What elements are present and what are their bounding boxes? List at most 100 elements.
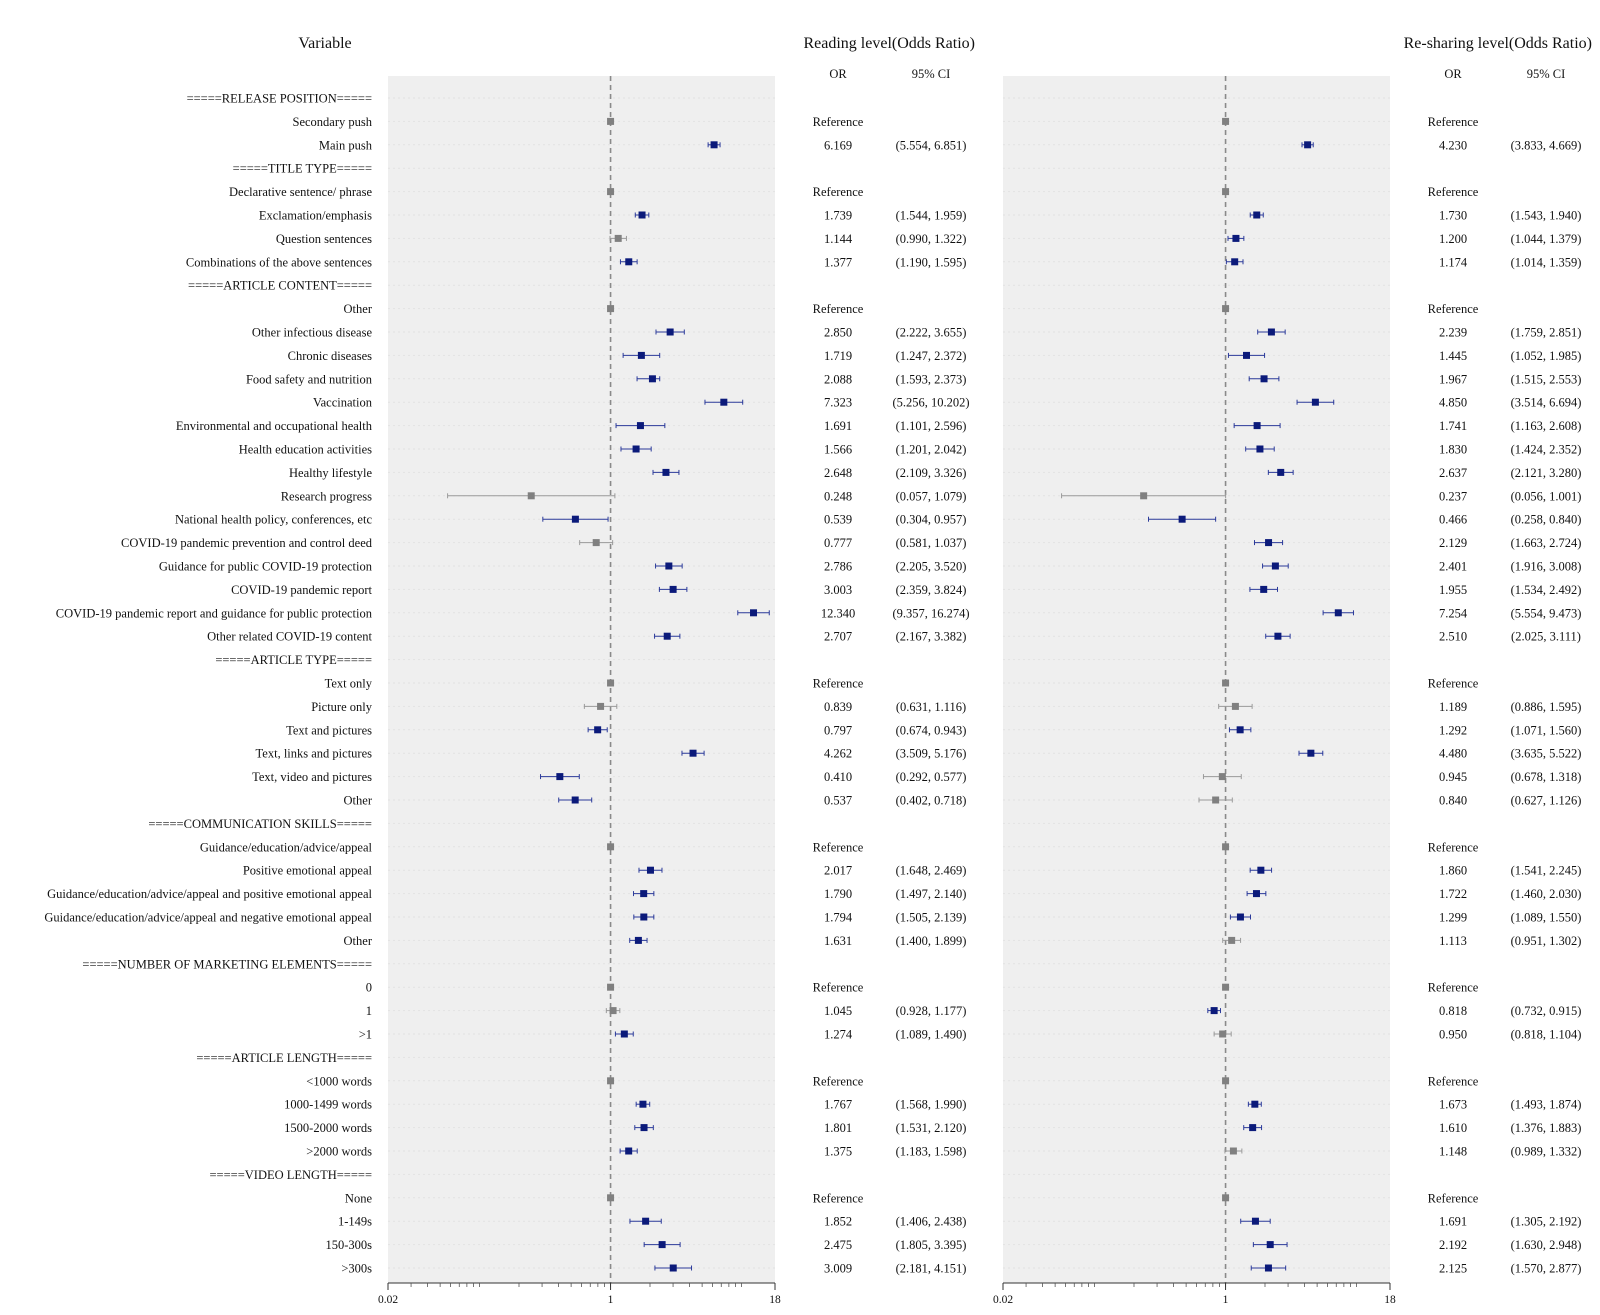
reference-point xyxy=(607,305,615,313)
or-value: 2.192 xyxy=(1439,1238,1467,1252)
reference-text: Reference xyxy=(1428,302,1479,316)
variable-row-guidance-for-public-covid-19-protection: Guidance for public COVID-19 protection 2… xyxy=(159,560,1582,574)
or-value: 1.691 xyxy=(824,419,852,433)
ci-value: (0.304, 0.957) xyxy=(896,513,967,527)
section-header-row: =====TITLE TYPE===== xyxy=(233,162,372,176)
or-point xyxy=(640,913,648,921)
or-point xyxy=(642,1217,650,1225)
or-value: 2.129 xyxy=(1439,536,1467,550)
row-label: <1000 words xyxy=(306,1074,372,1088)
or-value: 2.648 xyxy=(824,466,852,480)
or-point xyxy=(634,936,642,944)
or-point xyxy=(571,515,579,523)
or-value: 2.017 xyxy=(824,864,852,878)
ci-value: (0.402, 0.718) xyxy=(896,794,967,808)
variable-row-1: >1 1.274 (1.089, 1.490) 0.950 (0.818, 1.104) xyxy=(359,1028,1582,1042)
or-point xyxy=(640,1124,648,1132)
reference-point xyxy=(607,983,615,991)
reference-point xyxy=(607,117,615,125)
or-point xyxy=(1267,328,1275,336)
row-label: Other xyxy=(344,934,373,948)
section-header-row: =====ARTICLE LENGTH===== xyxy=(196,1051,372,1065)
ci-value: (1.424, 2.352) xyxy=(1511,443,1582,457)
ci-value: (0.989, 1.332) xyxy=(1511,1145,1582,1159)
reference-text: Reference xyxy=(813,1191,864,1205)
or-point xyxy=(665,562,673,570)
or-point xyxy=(625,1147,633,1155)
x-tick-label: 0.02 xyxy=(378,1294,398,1306)
or-value: 0.537 xyxy=(824,794,852,808)
row-label: Text and pictures xyxy=(286,723,372,737)
row-label: Other xyxy=(344,794,373,808)
section-header-label: =====ARTICLE LENGTH===== xyxy=(196,1051,372,1065)
section-header-row: =====ARTICLE CONTENT===== xyxy=(188,279,372,293)
reference-text: Reference xyxy=(1428,677,1479,691)
ci-value: (2.222, 3.655) xyxy=(896,326,967,340)
reference-point xyxy=(1222,1194,1230,1202)
ci-value: (0.674, 0.943) xyxy=(896,723,967,737)
or-value: 0.797 xyxy=(824,723,852,737)
or-point xyxy=(648,375,656,383)
variable-row-research-progress: Research progress 0.248 (0.057, 1.079) 0.23… xyxy=(281,489,1582,503)
variable-row-other: Other 0.537 (0.402, 0.718) 0.840 (0.627, 1.1… xyxy=(344,794,1582,808)
variable-row-2000-words: >2000 words 1.375 (1.183, 1.598) 1.148 (0.98… xyxy=(306,1145,1581,1159)
or-point xyxy=(1231,702,1239,710)
or-value: 1.739 xyxy=(824,209,852,223)
or-point xyxy=(527,492,535,500)
or-point xyxy=(1231,258,1239,266)
or-value: 0.839 xyxy=(824,700,852,714)
x-tick-label: 18 xyxy=(1384,1294,1396,1306)
or-point xyxy=(1274,632,1282,640)
ci-value: (3.509, 5.176) xyxy=(896,747,967,761)
variable-row-exclamation-emphasis: Exclamation/emphasis 1.739 (1.544, 1.959) 1… xyxy=(259,209,1582,223)
variable-row-chronic-diseases: Chronic diseases 1.719 (1.247, 2.372) 1.445… xyxy=(288,349,1582,363)
reference-point xyxy=(1222,983,1230,991)
or-point xyxy=(556,773,564,781)
row-label: 1 xyxy=(366,1004,372,1018)
or-point xyxy=(1253,422,1261,430)
variable-row-text-and-pictures: Text and pictures 0.797 (0.674, 0.943) 1.29… xyxy=(286,723,1581,737)
or-point xyxy=(1311,398,1319,406)
variable-row-secondary-push: Secondary push Reference Reference xyxy=(293,115,1479,129)
or-point xyxy=(632,445,640,453)
or-point xyxy=(1140,492,1148,500)
or-point xyxy=(1251,1100,1259,1108)
row-label: Environmental and occupational health xyxy=(176,419,373,433)
or-point xyxy=(1212,796,1220,804)
or-point xyxy=(1264,1264,1272,1272)
or-value: 2.850 xyxy=(824,326,852,340)
or-point xyxy=(571,796,579,804)
or-value: 1.730 xyxy=(1439,209,1467,223)
or-point xyxy=(1228,936,1236,944)
variable-row-health-education-activities: Health education activities 1.566 (1.201, … xyxy=(239,443,1582,457)
row-label: Other infectious disease xyxy=(252,326,373,340)
or-point xyxy=(609,1007,617,1015)
or-point xyxy=(1243,351,1251,359)
section-header-label: =====VIDEO LENGTH===== xyxy=(210,1168,373,1182)
section-header-label: =====TITLE TYPE===== xyxy=(233,162,372,176)
row-label: Guidance/education/advice/appeal and neg… xyxy=(44,911,372,925)
or-value: 0.237 xyxy=(1439,489,1467,503)
or-point xyxy=(710,141,718,149)
ci-value: (0.258, 0.840) xyxy=(1511,513,1582,527)
or-value: 1.148 xyxy=(1439,1145,1467,1159)
row-label: Healthy lifestyle xyxy=(289,466,372,480)
ci-value: (2.167, 3.382) xyxy=(896,630,967,644)
ci-value: (1.163, 2.608) xyxy=(1511,419,1582,433)
reading-panel-title: Reading level(Odds Ratio) xyxy=(803,35,975,52)
or-point xyxy=(1271,562,1279,570)
reference-point xyxy=(607,1194,615,1202)
variable-row-covid-19-pandemic-report: COVID-19 pandemic report 3.003 (2.359, 3.8… xyxy=(231,583,1581,597)
variable-row-1500-2000-words: 1500-2000 words 1.801 (1.531, 2.120) 1.610 (… xyxy=(284,1121,1581,1135)
ci-value: (1.593, 2.373) xyxy=(896,372,967,386)
row-label: COVID-19 pandemic prevention and control… xyxy=(121,536,373,550)
or-value: 1.722 xyxy=(1439,887,1467,901)
row-label: Guidance/education/advice/appeal xyxy=(200,840,373,854)
ci-value: (3.514, 6.694) xyxy=(1511,396,1582,410)
section-header-row: =====COMMUNICATION SKILLS===== xyxy=(148,817,372,831)
row-label: Text only xyxy=(325,677,373,691)
section-header-label: =====ARTICLE TYPE===== xyxy=(215,653,372,667)
row-label: 1000-1499 words xyxy=(284,1098,372,1112)
reference-text: Reference xyxy=(813,115,864,129)
resharing-panel-background xyxy=(1003,76,1390,1283)
